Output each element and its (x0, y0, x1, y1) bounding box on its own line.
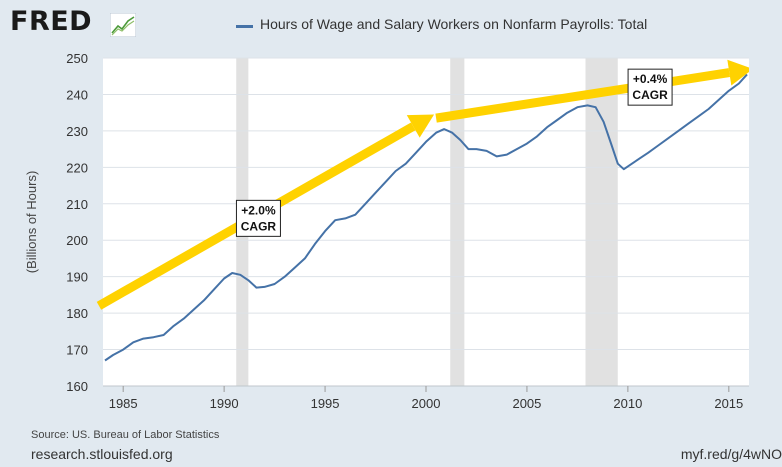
y-tick-label: 170 (66, 343, 88, 358)
cagr-label-box (235, 199, 281, 237)
line-chart: +2.0% CAGR +0.4% CAGR 160 170 180 190 200 210 220… (24, 51, 749, 411)
y-tick-label: 210 (66, 197, 88, 212)
y-tick-label: 180 (66, 306, 88, 321)
annotation-labels: +2.0% CAGR +0.4% CAGR (235, 68, 673, 237)
x-tick-label: 1990 (210, 396, 239, 411)
x-tick-label: 2010 (613, 396, 642, 411)
y-tick-label: 220 (66, 160, 88, 175)
cagr-label-text: CAGR (241, 219, 277, 233)
y-tick-label: 200 (66, 233, 88, 248)
y-tick-label: 160 (66, 379, 88, 394)
fred-logo: FRED (10, 6, 93, 37)
recession-band (585, 58, 618, 386)
y-axis-ticks: 160 170 180 190 200 210 220 230 240 250 (66, 51, 88, 394)
cagr-label-text: +2.0% (241, 203, 276, 217)
y-tick-label: 190 (66, 270, 88, 285)
x-tick-label: 2005 (512, 396, 541, 411)
y-axis-label: (Billions of Hours) (24, 171, 39, 274)
cagr-label-box (627, 68, 673, 106)
cagr-label-text: CAGR (632, 88, 668, 102)
y-tick-label: 250 (66, 51, 88, 66)
x-tick-label: 1985 (109, 396, 138, 411)
y-tick-label: 230 (66, 124, 88, 139)
cagr-arrow-head (406, 114, 435, 138)
short-url[interactable]: myf.red/g/4wNO (680, 446, 782, 462)
x-axis-ticks: 1985 1990 1995 2000 2005 2010 2015 (109, 386, 743, 411)
legend-series-label: Hours of Wage and Salary Workers on Nonf… (260, 16, 648, 32)
plot-background (103, 58, 749, 386)
source-note: Source: US. Bureau of Labor Statistics (31, 429, 220, 441)
recession-band (450, 58, 465, 386)
y-tick-label: 240 (66, 87, 88, 102)
series-layer (104, 73, 748, 362)
x-tick-label: 1995 (311, 396, 340, 411)
x-tick-label: 2015 (714, 396, 743, 411)
cagr-arrow-head (727, 59, 749, 86)
cagr-arrow-shaft (435, 68, 731, 123)
x-tick-label: 2000 (412, 396, 441, 411)
cagr-label-text: +0.4% (633, 72, 668, 86)
fred-trend-line-icon (110, 13, 136, 37)
legend-series-swatch (236, 25, 253, 28)
site-url[interactable]: research.stlouisfed.org (31, 446, 173, 462)
grid-layer (103, 57, 749, 387)
series-line (104, 73, 748, 362)
